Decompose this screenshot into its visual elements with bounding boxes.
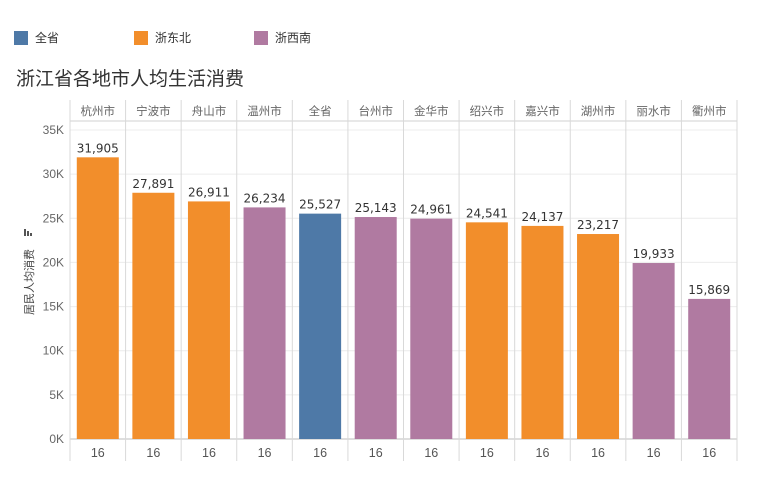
bar[interactable] (299, 213, 342, 439)
bar[interactable] (243, 207, 286, 439)
data-label: 24,541 (466, 206, 508, 220)
bar[interactable] (187, 201, 230, 439)
y-tick-label: 25K (43, 211, 64, 225)
data-label: 31,905 (77, 141, 119, 155)
category-label: 台州市 (358, 104, 393, 118)
data-label: 15,869 (688, 283, 730, 297)
sort-icon[interactable] (24, 229, 32, 236)
legend-swatch (254, 30, 268, 45)
y-tick-label: 20K (43, 255, 64, 269)
data-label: 25,143 (355, 201, 397, 215)
chart-title: 浙江省各地市人均生活消费 (16, 68, 245, 90)
legend-label: 浙西南 (275, 31, 312, 45)
bar[interactable] (688, 298, 731, 439)
bar[interactable] (76, 157, 119, 439)
bar[interactable] (354, 217, 397, 439)
category-label: 衢州市 (692, 104, 727, 118)
bar[interactable] (132, 192, 175, 439)
data-label: 26,911 (188, 185, 230, 199)
y-tick-label: 15K (43, 300, 64, 314)
bottom-count-label: 16 (647, 446, 661, 460)
bar[interactable] (521, 225, 564, 439)
y-tick-label: 30K (43, 167, 64, 181)
bottom-count-label: 16 (702, 446, 716, 460)
bottom-count-label: 16 (591, 446, 605, 460)
data-label: 24,137 (521, 210, 563, 224)
data-label: 25,527 (299, 198, 341, 212)
legend-swatch (134, 30, 148, 45)
legend-item-zhedongbei[interactable]: 浙东北 (134, 29, 191, 46)
bar[interactable] (577, 234, 620, 439)
bottom-count-label: 16 (369, 446, 383, 460)
legend-item-zhexinan[interactable]: 浙西南 (254, 29, 311, 46)
bottom-count-label: 16 (146, 446, 160, 460)
data-label: 27,891 (132, 177, 174, 191)
bottom-count-label: 16 (480, 446, 494, 460)
category-label: 绍兴市 (470, 104, 505, 118)
bottom-count-label: 16 (313, 446, 327, 460)
legend-swatch (14, 30, 28, 45)
category-label: 嘉兴市 (525, 104, 560, 118)
y-tick-label: 0K (49, 432, 64, 446)
category-label: 杭州市 (81, 104, 116, 118)
y-tick-label: 10K (43, 344, 64, 358)
legend-item-quansheng[interactable]: 全省 (14, 29, 59, 46)
category-label: 舟山市 (192, 104, 227, 118)
legend-label: 浙东北 (155, 31, 192, 45)
bottom-count-label: 16 (258, 446, 272, 460)
bottom-count-label: 16 (424, 446, 438, 460)
y-tick-label: 35K (43, 123, 64, 137)
category-label: 宁波市 (136, 104, 171, 118)
bottom-count-label: 16 (202, 446, 216, 460)
data-label: 23,217 (577, 218, 619, 232)
y-tick-label: 5K (49, 388, 64, 402)
bar[interactable] (632, 263, 675, 439)
category-label: 湖州市 (581, 104, 616, 118)
bottom-count-label: 16 (536, 446, 550, 460)
bar[interactable] (410, 218, 453, 439)
category-label: 丽水市 (636, 104, 671, 118)
data-label: 19,933 (633, 247, 675, 261)
category-label: 金华市 (414, 104, 449, 118)
bar[interactable] (465, 222, 508, 439)
legend-label: 全省 (35, 31, 60, 45)
category-label: 温州市 (247, 104, 282, 118)
category-label: 全省 (309, 104, 332, 118)
data-label: 26,234 (244, 191, 286, 205)
y-axis-label: 居民人均消费 (22, 249, 36, 315)
data-label: 24,961 (410, 203, 452, 217)
bottom-count-label: 16 (91, 446, 105, 460)
